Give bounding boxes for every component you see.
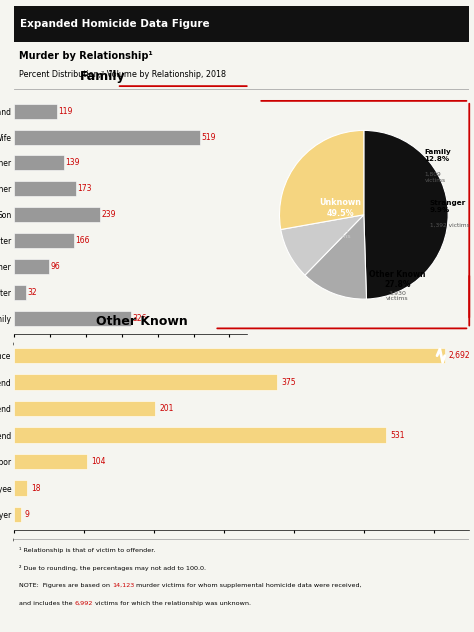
Text: Percent Distribution,² Volume by Relationship, 2018: Percent Distribution,² Volume by Relatio… (19, 70, 226, 79)
Bar (14, 311, 131, 326)
Text: 166: 166 (75, 236, 90, 245)
Bar (14, 207, 100, 222)
Text: 531: 531 (390, 430, 405, 440)
Text: 9: 9 (25, 510, 29, 519)
Bar (14, 348, 445, 363)
Bar (14, 181, 76, 197)
Text: ¹ Relationship is that of victim to offender.: ¹ Relationship is that of victim to offe… (19, 547, 155, 553)
Text: 3,930
victims: 3,930 victims (386, 291, 409, 301)
Wedge shape (281, 215, 364, 275)
Text: 239: 239 (101, 210, 116, 219)
Text: Other Known: Other Known (96, 315, 188, 329)
Text: 119: 119 (58, 107, 73, 116)
Text: 173: 173 (78, 185, 92, 193)
Text: Family: Family (80, 70, 125, 83)
Text: 104: 104 (91, 457, 106, 466)
Bar (14, 104, 57, 119)
Text: 1,392 victims: 1,392 victims (429, 222, 469, 228)
Bar (14, 285, 26, 300)
Text: Expanded Homicide Data Figure: Expanded Homicide Data Figure (20, 19, 210, 29)
Text: 2,692: 2,692 (449, 351, 471, 360)
Bar (14, 427, 386, 443)
Text: 14,123: 14,123 (112, 583, 134, 588)
Bar (14, 480, 27, 495)
Bar (14, 375, 277, 390)
Bar (14, 155, 64, 171)
Text: victims for which the relationship was unknown.: victims for which the relationship was u… (93, 600, 251, 605)
Bar (14, 130, 201, 145)
Wedge shape (305, 215, 366, 299)
Text: 6,992
victims: 6,992 victims (329, 228, 352, 239)
Text: 139: 139 (65, 159, 80, 167)
Text: 1,809
victims: 1,809 victims (425, 173, 446, 183)
Text: 32: 32 (27, 288, 37, 297)
Text: 201: 201 (159, 404, 173, 413)
Wedge shape (364, 130, 448, 299)
Text: ² Due to rounding, the percentages may not add to 100.0.: ² Due to rounding, the percentages may n… (19, 565, 206, 571)
Text: 375: 375 (281, 378, 296, 387)
Text: 96: 96 (50, 262, 60, 271)
Text: Other Known
27.8%: Other Known 27.8% (369, 270, 426, 289)
Text: Family
12.8%: Family 12.8% (425, 149, 451, 162)
Wedge shape (280, 130, 364, 229)
Bar (14, 401, 155, 416)
Text: and includes the: and includes the (19, 600, 74, 605)
Text: Murder by Relationship¹: Murder by Relationship¹ (19, 51, 153, 61)
Bar (14, 454, 87, 469)
Text: murder victims for whom supplemental homicide data were received,: murder victims for whom supplemental hom… (134, 583, 362, 588)
Text: Unknown
49.5%: Unknown 49.5% (319, 198, 361, 217)
Text: NOTE:  Figures are based on: NOTE: Figures are based on (19, 583, 112, 588)
Text: 18: 18 (31, 483, 40, 492)
Text: 519: 519 (202, 133, 216, 142)
Bar (14, 507, 20, 522)
Bar (14, 259, 49, 274)
Text: 326: 326 (133, 314, 147, 323)
Bar (14, 233, 74, 248)
Text: Stranger
9.9%: Stranger 9.9% (429, 200, 466, 213)
Text: 6,992: 6,992 (74, 600, 93, 605)
